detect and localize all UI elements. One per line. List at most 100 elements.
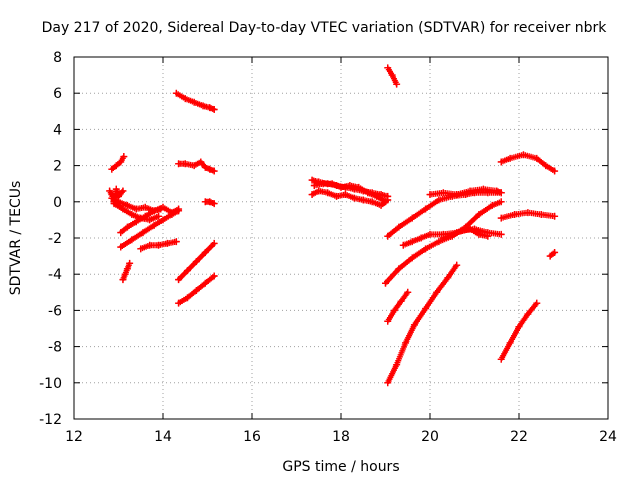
data-point: [546, 252, 554, 260]
x-tick-label: 16: [243, 429, 261, 445]
data-point: [341, 191, 349, 199]
data-point: [192, 258, 200, 266]
data-point: [373, 192, 381, 200]
data-layer: [106, 64, 559, 387]
y-tick-label: -8: [48, 340, 62, 356]
data-series: [175, 239, 218, 284]
y-tick-label: -2: [48, 231, 62, 247]
x-tick-label: 22: [510, 429, 528, 445]
data-series: [310, 180, 389, 206]
data-point: [168, 210, 176, 218]
data-point: [210, 239, 218, 247]
data-point: [542, 162, 550, 170]
data-point: [382, 279, 389, 287]
data-point: [551, 248, 559, 256]
data-point: [533, 154, 541, 162]
data-point: [141, 203, 149, 211]
data-point: [506, 339, 514, 347]
data-point: [181, 95, 189, 103]
data-point: [206, 198, 214, 206]
data-point: [533, 299, 541, 307]
y-tick-label: 0: [53, 195, 62, 211]
data-series: [117, 207, 183, 251]
data-point: [210, 272, 218, 280]
data-point: [497, 355, 505, 363]
data-point: [359, 196, 367, 204]
data-point: [439, 189, 447, 197]
y-tick-label: 4: [53, 122, 62, 138]
data-point: [119, 205, 127, 213]
data-point: [310, 182, 318, 190]
data-point: [132, 205, 140, 213]
data-series: [308, 187, 392, 209]
data-series: [110, 200, 163, 224]
data-point: [497, 158, 505, 166]
data-point: [388, 71, 396, 79]
data-point: [183, 267, 191, 275]
data-point: [395, 265, 403, 273]
data-point: [384, 232, 392, 240]
data-point: [139, 229, 147, 237]
data-point: [384, 379, 392, 387]
data-point: [551, 212, 559, 220]
data-point: [108, 194, 116, 202]
data-series: [175, 158, 218, 175]
data-point: [206, 165, 214, 173]
data-point: [350, 194, 358, 202]
data-point: [439, 234, 447, 242]
data-point: [210, 105, 218, 113]
data-series: [384, 261, 461, 387]
series-markers: [547, 249, 558, 260]
data-series: [119, 259, 134, 284]
data-point: [422, 205, 430, 213]
data-point: [426, 230, 434, 238]
data-point: [197, 158, 205, 166]
y-tick-label: -10: [39, 376, 62, 392]
data-point: [511, 210, 519, 218]
chart-title: Day 217 of 2020, Sidereal Day-to-day VTE…: [42, 20, 608, 36]
data-point: [408, 254, 416, 262]
y-axis-label: SDTVAR / TECUs: [8, 181, 24, 296]
data-point: [408, 214, 416, 222]
series-markers: [498, 151, 558, 175]
data-point: [183, 294, 191, 302]
data-point: [393, 80, 401, 88]
data-point: [519, 151, 527, 159]
data-point: [382, 198, 389, 206]
data-point: [551, 167, 559, 175]
data-point: [128, 210, 136, 218]
data-point: [181, 160, 189, 168]
data-point: [119, 276, 127, 284]
data-point: [346, 182, 354, 190]
data-point: [206, 104, 214, 112]
data-point: [120, 153, 128, 161]
data-series: [201, 198, 218, 208]
data-series: [108, 153, 128, 173]
data-point: [150, 207, 158, 215]
data-point: [453, 261, 461, 269]
data-point: [337, 183, 345, 191]
data-point: [399, 241, 407, 249]
data-series: [384, 64, 401, 88]
data-point: [112, 162, 120, 170]
data-point: [192, 286, 200, 294]
data-point: [402, 339, 410, 347]
data-point: [417, 234, 425, 242]
data-point: [155, 212, 163, 220]
y-tick-label: -6: [48, 303, 62, 319]
data-series: [497, 209, 559, 222]
data-point: [117, 229, 125, 237]
data-point: [175, 160, 183, 168]
data-point: [137, 245, 145, 253]
data-series: [384, 288, 412, 325]
data-point: [106, 187, 114, 195]
data-series: [497, 151, 559, 175]
data-point: [117, 158, 125, 166]
data-point: [319, 180, 327, 188]
data-point: [108, 165, 116, 173]
data-point: [175, 276, 183, 284]
data-point: [433, 288, 441, 296]
data-series: [172, 89, 218, 113]
data-point: [150, 221, 158, 229]
data-point: [471, 225, 478, 233]
